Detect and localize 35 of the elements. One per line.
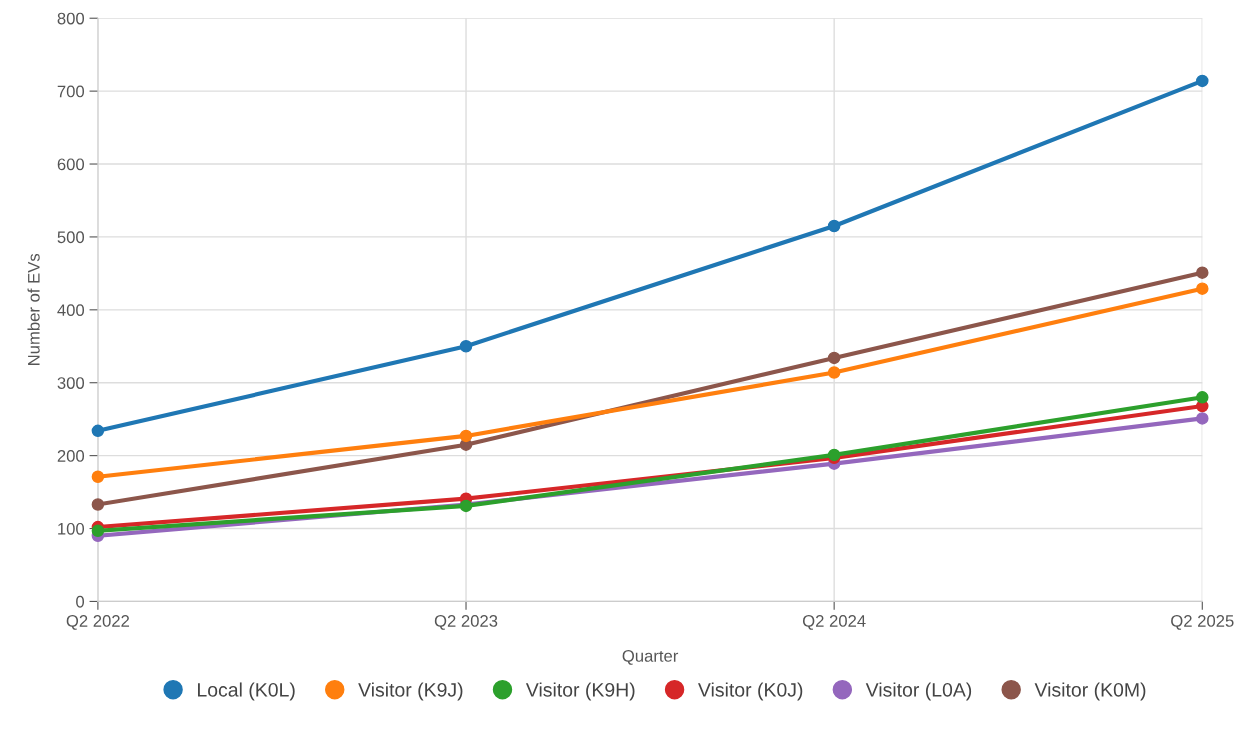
point [1196, 266, 1209, 279]
legend-label: Local (K0L) [198, 682, 295, 701]
point [459, 429, 473, 443]
legend-label: Visitor (K9J) [358, 682, 463, 701]
y-tick-label: 500 [57, 231, 85, 244]
x-tick-label: Q2 2022 [66, 615, 130, 630]
y-tick-label: 400 [57, 304, 85, 317]
y-axis-title: Number of EVs [27, 253, 40, 365]
y-tick-label: 0 [76, 595, 85, 608]
point [1196, 412, 1209, 425]
y-tick-label: 700 [57, 85, 85, 98]
point [91, 498, 105, 511]
point [459, 340, 473, 353]
legend-label: Visitor (L0A) [865, 682, 972, 701]
legend-label: Visitor (K0M) [1034, 682, 1146, 701]
legend-label: Visitor (K9H) [525, 682, 635, 701]
y-tick-label: 800 [57, 12, 85, 25]
point [91, 424, 105, 438]
point [91, 524, 105, 537]
x-tick-label: Q2 2023 [434, 615, 498, 630]
point [827, 351, 841, 365]
point [1196, 282, 1209, 295]
y-tick-label: 600 [57, 158, 85, 171]
point [827, 219, 841, 233]
x-tick-label: Q2 2025 [1171, 615, 1234, 630]
point [91, 470, 105, 484]
y-tick-label: 200 [57, 450, 85, 462]
point [827, 366, 841, 379]
x-tick-label: Q2 2024 [802, 615, 866, 630]
point [1196, 74, 1209, 88]
legend-label: Visitor (K0J) [698, 682, 803, 701]
y-tick-label: 300 [57, 377, 85, 389]
point [1196, 391, 1209, 404]
x-axis-title: Quarter [622, 650, 679, 665]
y-tick-label: 100 [58, 522, 85, 535]
